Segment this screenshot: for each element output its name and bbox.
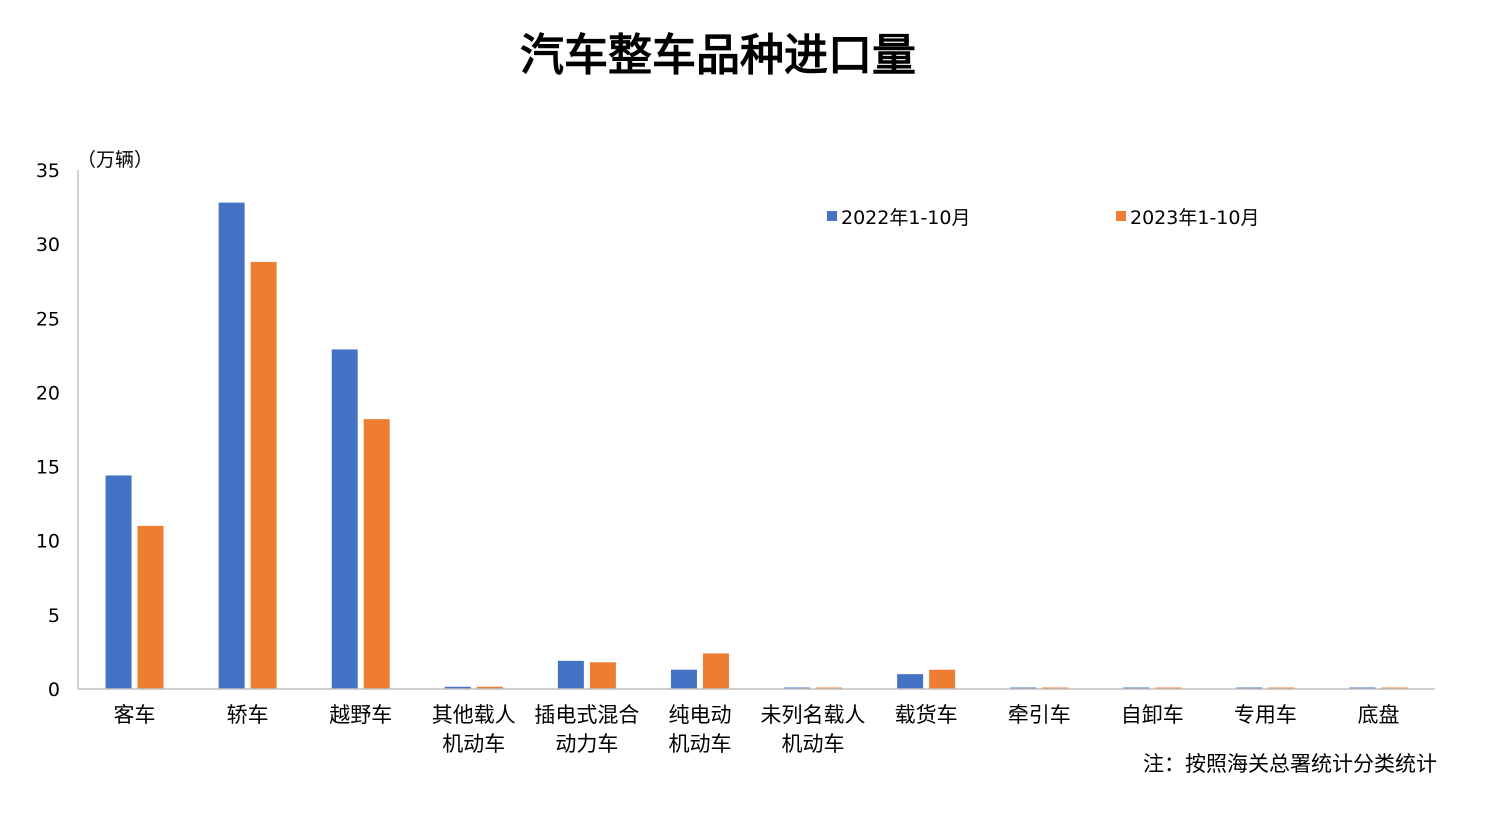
x-category-label: 机动车	[442, 732, 505, 756]
x-category-label: 轿车	[227, 703, 269, 727]
x-category-label: 越野车	[329, 703, 392, 727]
x-category-label: 牵引车	[1008, 703, 1071, 727]
x-category-label: 纯电动	[668, 703, 731, 727]
legend-swatch	[1116, 211, 1126, 221]
x-category-label: 动力车	[555, 732, 618, 756]
x-category-label: 底盘	[1357, 703, 1399, 727]
x-category-label: 机动车	[782, 732, 845, 756]
bar-2022-7	[897, 674, 924, 689]
chart-title: 汽车整车品种进口量	[520, 30, 916, 81]
y-axis-unit-label: （万辆）	[77, 149, 153, 171]
x-category-label: 自卸车	[1121, 703, 1184, 727]
x-category-label: 载货车	[895, 703, 958, 727]
x-category-label: 机动车	[668, 732, 731, 756]
bar-2022-5	[670, 669, 697, 689]
y-tick-label: 10	[36, 531, 60, 553]
bars-group	[105, 202, 1408, 689]
bar-2022-2	[331, 349, 358, 689]
legend: 2022年1-10月 2023年1-10月	[827, 207, 1259, 229]
bar-2023-3	[476, 686, 503, 689]
x-category-label: 客车	[114, 703, 156, 727]
bar-2022-4	[557, 660, 584, 689]
y-tick-label: 5	[48, 605, 60, 627]
legend-label: 2023年1-10月	[1130, 207, 1259, 229]
y-tick-label: 20	[36, 382, 60, 404]
bar-2022-1	[218, 202, 245, 689]
legend-label: 2022年1-10月	[841, 207, 970, 229]
legend-swatch	[827, 211, 837, 221]
bar-2023-0	[137, 525, 164, 689]
y-tick-label: 30	[36, 234, 60, 256]
x-category-label: 未列名载人	[761, 703, 866, 727]
bar-2022-0	[105, 475, 132, 689]
y-axis-ticks: 0 5 10 15 20 25 30 35	[36, 160, 60, 701]
footnote: 注：按照海关总署统计分类统计	[1143, 752, 1437, 776]
bar-2023-5	[702, 653, 729, 689]
bar-2023-1	[250, 261, 277, 689]
bar-2023-2	[363, 419, 390, 689]
x-category-label: 专用车	[1234, 703, 1297, 727]
bar-2023-7	[929, 669, 956, 689]
bar-2023-4	[589, 662, 616, 689]
y-tick-label: 15	[36, 457, 60, 479]
y-tick-label: 25	[36, 308, 60, 330]
x-category-label: 其他载人	[432, 703, 516, 727]
bar-2022-3	[444, 686, 471, 689]
y-tick-label: 0	[48, 679, 60, 701]
x-category-label: 插电式混合	[534, 703, 639, 727]
y-tick-label: 35	[36, 160, 60, 182]
